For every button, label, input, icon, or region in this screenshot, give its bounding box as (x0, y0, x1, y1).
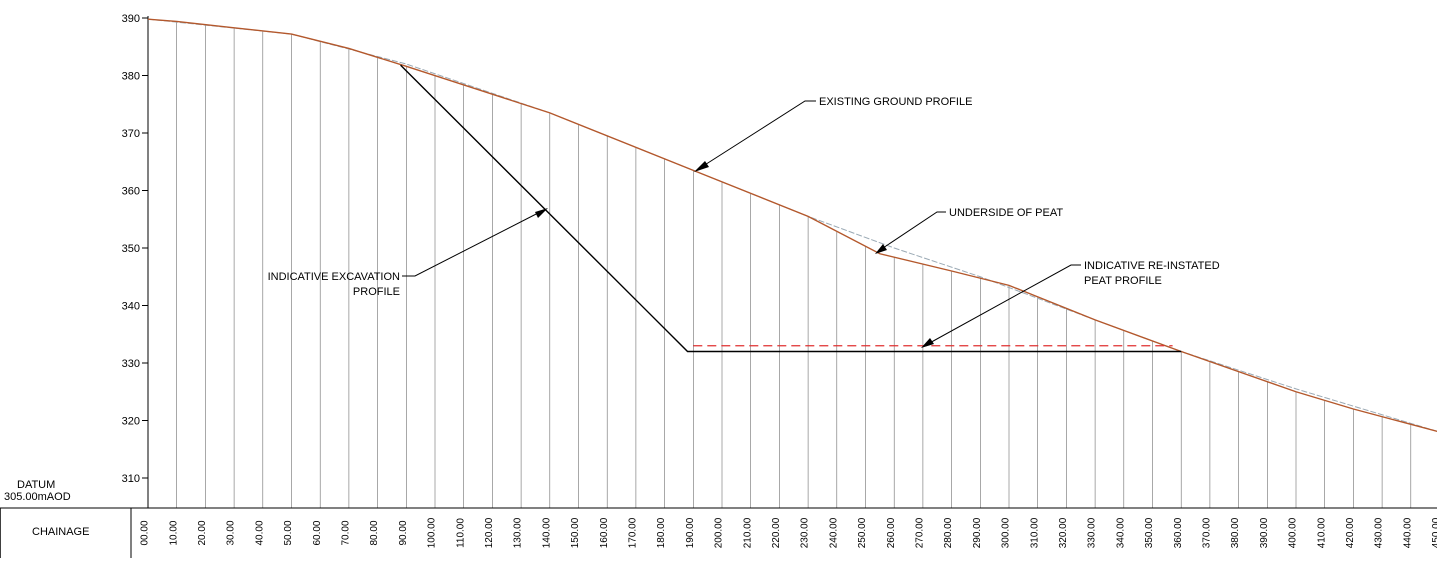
y-tick-label: 320 (122, 416, 140, 428)
chainage-tick-label: 390.00 (1259, 517, 1270, 548)
chainage-tick-label: 270.00 (915, 517, 926, 548)
arrowhead-reinstated (921, 338, 934, 348)
chainage-tick-label: 100.00 (427, 517, 438, 548)
chainage-tick-label: 30.00 (226, 520, 237, 545)
y-tick-label: 380 (122, 71, 140, 83)
arrowhead-underside-peat (875, 244, 887, 254)
chainage-tick-label: 10.00 (168, 520, 179, 545)
chainage-tick-label: 110.00 (455, 518, 466, 548)
annotation-underside-peat: UNDERSIDE OF PEAT (875, 207, 1063, 254)
label-excavation-line2: PROFILE (353, 286, 400, 298)
chainage-tick-label: 350.00 (1144, 517, 1155, 548)
y-tick-label: 370 (122, 128, 140, 140)
excavation-line (400, 64, 1182, 353)
chainage-tick-label: 60.00 (312, 520, 323, 545)
leader-reinstated (925, 264, 1081, 346)
chainage-tick-label: 410.00 (1316, 517, 1327, 548)
label-reinstated-line1: INDICATIVE RE-INSTATED (1084, 260, 1220, 272)
leader-existing-ground (699, 100, 816, 169)
chainage-table: 00.00 10.00 20.00 30.00 40.00 50.00 60.00 70.00… (0, 507, 1437, 558)
chainage-label: CHAINAGE (32, 526, 89, 538)
chainage-tick-label: 160.00 (599, 517, 610, 548)
chainage-tick-label: 320.00 (1058, 517, 1069, 548)
y-tick-label: 330 (122, 358, 140, 370)
label-underside-peat: UNDERSIDE OF PEAT (949, 207, 1063, 219)
chainage-tick-label: 80.00 (369, 520, 380, 545)
chainage-tick-label: 210.00 (742, 517, 753, 548)
chainage-tick-label: 330.00 (1087, 517, 1098, 548)
chainage-tick-label: 40.00 (254, 520, 265, 545)
chainage-tick-label: 50.00 (283, 520, 294, 545)
chainage-tick-label: 260.00 (886, 517, 897, 548)
chainage-tick-label: 90.00 (398, 520, 409, 545)
chainage-tick-label: 300.00 (1001, 517, 1012, 548)
annotation-excavation: INDICATIVE EXCAVATION PROFILE (268, 208, 548, 298)
datum-label: DATUM (17, 479, 55, 491)
chainage-tick-label: 140.00 (541, 517, 552, 548)
chainage-tick-label: 120.00 (484, 517, 495, 548)
chainage-tick-label: 230.00 (800, 517, 811, 548)
label-reinstated-line2: PEAT PROFILE (1084, 275, 1162, 287)
ordinate-lines (147, 19, 1412, 508)
chainage-tick-label: 400.00 (1288, 517, 1299, 548)
chainage-tick-label: 130.00 (513, 517, 524, 548)
leader-excavation (402, 209, 545, 277)
existing-ground-line (147, 18, 1437, 432)
y-tick-label: 310 (122, 473, 140, 485)
chainage-tick-label: 250.00 (857, 517, 868, 548)
chainage-tick-label: 190.00 (685, 517, 696, 548)
chainage-tick-label: 220.00 (771, 517, 782, 548)
chainage-tick-label: 150.00 (570, 517, 581, 548)
elevation-axis: 310 320 330 340 350 360 370 380 390 (122, 13, 149, 508)
chainage-tick-label: 440.00 (1402, 517, 1413, 548)
chainage-tick-label: 420.00 (1345, 517, 1356, 548)
label-existing-ground: EXISTING GROUND PROFILE (819, 96, 972, 108)
underside-peat-line (147, 18, 1437, 433)
chainage-tick-label: 00.00 (140, 520, 151, 545)
chainage-tick-label: 370.00 (1202, 517, 1213, 548)
chainage-tick-label: 170.00 (628, 517, 639, 548)
y-tick-label: 390 (122, 13, 140, 25)
chainage-tick-label: 430.00 (1374, 517, 1385, 548)
chainage-tick-label: 180.00 (656, 517, 667, 548)
chainage-tick-label: 380.00 (1230, 517, 1241, 548)
chainage-tick-label: 70.00 (341, 520, 352, 545)
arrowhead-existing-ground (694, 161, 709, 172)
chainage-tick-label: 240.00 (828, 517, 839, 548)
leader-underside-peat (879, 211, 946, 251)
chainage-tick-label: 280.00 (943, 517, 954, 548)
y-tick-label: 340 (122, 301, 140, 313)
chainage-tick-label: 340.00 (1115, 517, 1126, 548)
profile-lines (147, 18, 1437, 433)
label-excavation-line1: INDICATIVE EXCAVATION (268, 271, 400, 283)
chainage-tick-label: 200.00 (714, 517, 725, 548)
chainage-tick-label: 360.00 (1173, 517, 1184, 548)
annotation-reinstated: INDICATIVE RE-INSTATED PEAT PROFILE (921, 260, 1220, 348)
chainage-tick-label: 20.00 (197, 520, 208, 545)
y-tick-label: 350 (122, 243, 140, 255)
datum-value: 305.00mAOD (4, 491, 71, 503)
annotation-existing-ground: EXISTING GROUND PROFILE (694, 96, 972, 172)
chainage-tick-label: 290.00 (972, 517, 983, 548)
chainage-tick-label: 310.00 (1029, 517, 1040, 548)
chainage-tick-label: 450.00 (1431, 517, 1437, 548)
arrowhead-excavation (535, 208, 548, 218)
y-tick-label: 360 (122, 186, 140, 198)
